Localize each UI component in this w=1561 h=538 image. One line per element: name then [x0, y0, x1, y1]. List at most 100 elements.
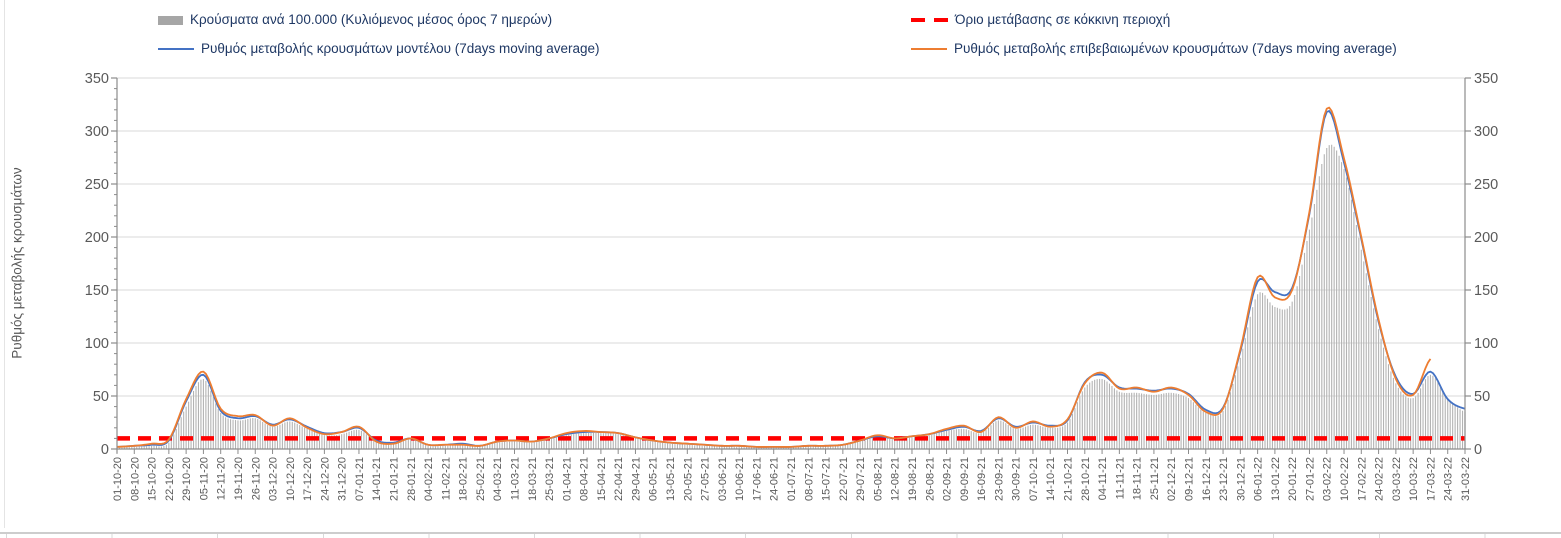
- y-tick-label-right: 300: [1474, 124, 1498, 140]
- x-tick-label: 29-07-21: [855, 457, 867, 501]
- x-tick-label: 18-11-21: [1132, 457, 1144, 500]
- x-tick-label: 10-06-21: [734, 457, 746, 501]
- x-tick-label: 18-03-21: [527, 457, 539, 501]
- y-tick-label-left: 200: [85, 230, 109, 246]
- x-tick-label: 17-02-22: [1356, 457, 1368, 501]
- x-tick-label: 12-08-21: [890, 457, 902, 501]
- x-tick-label: 22-10-20: [164, 457, 176, 501]
- x-tick-label: 29-04-21: [630, 457, 642, 501]
- x-tick-label: 03-03-22: [1391, 457, 1403, 501]
- legend-item-threshold[interactable]: Όριο μετάβασης σε κόκκινη περιοχή: [911, 11, 1170, 29]
- x-tick-label: 10-03-22: [1408, 457, 1420, 501]
- x-tick-label: 09-12-21: [1183, 457, 1195, 501]
- legend-item-cases-bars[interactable]: Κρούσματα ανά 100.000 (Κυλιόμενος μέσος …: [158, 11, 552, 29]
- x-tick-label: 16-09-21: [976, 457, 988, 501]
- x-tick-label: 06-05-21: [648, 457, 660, 501]
- x-tick-label: 17-06-21: [751, 457, 763, 501]
- model-line-swatch: [158, 47, 194, 51]
- x-tick-label: 31-03-22: [1460, 457, 1472, 501]
- x-tick-label: 19-08-21: [907, 457, 919, 501]
- x-tick-label: 21-01-21: [389, 457, 401, 501]
- sheet-row-strip: [0, 532, 1561, 538]
- x-tick-label: 27-05-21: [700, 457, 712, 501]
- x-tick-label: 24-06-21: [769, 457, 781, 501]
- legend-item-model-line[interactable]: Ρυθμός μεταβολής κρουσμάτων μοντέλου (7d…: [158, 40, 600, 58]
- bar-series-swatch: [158, 15, 183, 25]
- y-tick-label-left: 50: [93, 389, 109, 405]
- x-tick-label: 22-07-21: [838, 457, 850, 501]
- x-tick-label: 31-12-20: [337, 457, 349, 501]
- x-tick-label: 08-04-21: [579, 457, 591, 501]
- y-tick-label-right: 100: [1474, 336, 1498, 352]
- x-tick-label: 07-10-21: [1028, 457, 1040, 501]
- legend-item-confirmed-line[interactable]: Ρυθμός μεταβολής επιβεβαιωμένων κρουσμάτ…: [911, 40, 1397, 58]
- x-tick-label: 14-01-21: [371, 457, 383, 501]
- y-tick-label-left: 300: [85, 124, 109, 140]
- x-tick-label: 17-12-20: [302, 457, 314, 501]
- y-tick-label-right: 0: [1474, 442, 1482, 458]
- y-axis-labels: 0 0 50 50 100 100 150 150 200 200 250 250 300 300 350 3…: [85, 71, 1498, 458]
- x-tick-label: 01-04-21: [561, 457, 573, 501]
- x-tick-label: 25-11-21: [1149, 457, 1161, 500]
- x-tick-label: 25-02-21: [475, 457, 487, 501]
- x-tick-label: 06-01-22: [1253, 457, 1265, 501]
- x-tick-label: 18-02-21: [458, 457, 470, 501]
- y-tick-label-right: 350: [1474, 71, 1498, 87]
- x-tick-label: 02-12-21: [1166, 457, 1178, 501]
- x-tick-label: 03-06-21: [717, 457, 729, 501]
- confirmed-line-swatch: [911, 47, 947, 51]
- x-tick-label: 24-12-20: [319, 457, 331, 501]
- x-tick-label: 03-02-22: [1322, 457, 1334, 501]
- y-tick-label-right: 250: [1474, 177, 1498, 193]
- x-tick-label: 17-03-22: [1425, 457, 1437, 501]
- x-tick-label: 28-01-21: [406, 457, 418, 501]
- x-tick-label: 05-08-21: [872, 457, 884, 501]
- y-tick-label-left: 150: [85, 283, 109, 299]
- y-tick-label-right: 200: [1474, 230, 1498, 246]
- x-tick-label: 21-10-21: [1063, 457, 1075, 501]
- x-tick-label: 04-03-21: [492, 457, 504, 501]
- x-tick-label: 13-01-22: [1270, 457, 1282, 501]
- legend-label-model-line: Ρυθμός μεταβολής κρουσμάτων μοντέλου (7d…: [201, 41, 600, 56]
- x-tick-label: 15-07-21: [821, 457, 833, 501]
- x-tick-label: 09-09-21: [959, 457, 971, 501]
- x-tick-label: 20-05-21: [682, 457, 694, 501]
- y-tick-label-right: 150: [1474, 283, 1498, 299]
- x-tick-label: 27-01-22: [1304, 457, 1316, 501]
- bars-series: [116, 144, 1466, 449]
- y-tick-label-left: 100: [85, 336, 109, 352]
- x-tick-label: 04-11-21: [1097, 457, 1109, 500]
- x-tick-label: 10-02-22: [1339, 457, 1351, 501]
- gridlines: [117, 77, 1465, 397]
- y-tick-label-left: 0: [101, 442, 109, 458]
- x-tick-label: 07-01-21: [354, 457, 366, 501]
- x-tick-label: 23-12-21: [1218, 457, 1230, 501]
- x-tick-label: 03-12-20: [268, 457, 280, 501]
- x-tick-label: 10-12-20: [285, 457, 297, 501]
- x-tick-label: 26-08-21: [924, 457, 936, 501]
- x-tick-label: 14-10-21: [1045, 457, 1057, 501]
- legend-label-threshold: Όριο μετάβασης σε κόκκινη περιοχή: [955, 12, 1171, 27]
- sheet-gridline: [4, 0, 5, 528]
- x-tick-label: 25-03-21: [544, 457, 556, 501]
- x-tick-label: 29-10-20: [181, 457, 193, 501]
- x-tick-label: 01-10-20: [112, 457, 124, 501]
- x-tick-label: 13-05-21: [665, 457, 677, 501]
- y-tick-label-left: 250: [85, 177, 109, 193]
- y-tick-label-right: 50: [1474, 389, 1490, 405]
- x-tick-label: 30-09-21: [1011, 457, 1023, 501]
- x-tick-label: 26-11-20: [250, 457, 262, 500]
- y-tick-label-left: 350: [85, 71, 109, 87]
- legend-label-confirmed-line: Ρυθμός μεταβολής επιβεβαιωμένων κρουσμάτ…: [954, 41, 1397, 56]
- x-tick-label: 11-03-21: [509, 457, 521, 500]
- x-tick-label: 15-04-21: [596, 457, 608, 501]
- axes: [111, 77, 1471, 454]
- x-tick-label: 04-02-21: [423, 457, 435, 501]
- x-tick-label: 01-07-21: [786, 457, 798, 501]
- x-tick-label: 02-09-21: [942, 457, 954, 501]
- x-tick-label: 12-11-20: [216, 457, 228, 500]
- confirmed-line-series: [116, 106, 1432, 448]
- x-tick-label: 30-12-21: [1235, 457, 1247, 501]
- x-tick-label: 15-10-20: [147, 457, 159, 501]
